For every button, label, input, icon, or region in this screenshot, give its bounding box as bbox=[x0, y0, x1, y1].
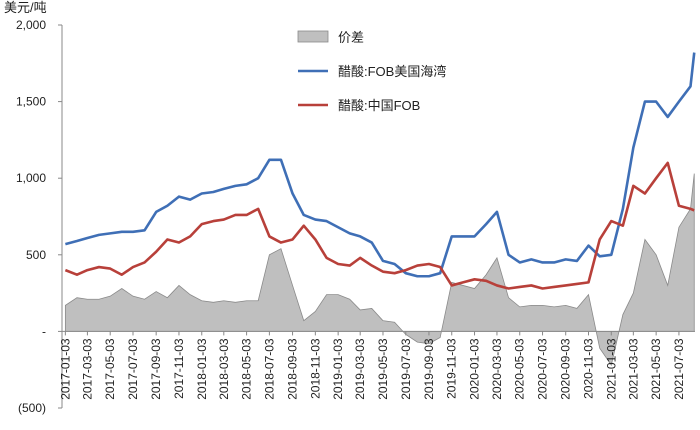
x-tick-label: 2020-09-03 bbox=[559, 338, 573, 400]
legend-label: 醋酸:中国FOB bbox=[338, 98, 420, 113]
x-tick-label: 2019-05-03 bbox=[376, 338, 390, 400]
x-tick-label: 2020-11-03 bbox=[582, 338, 596, 399]
x-tick-label: 2021-07-03 bbox=[672, 338, 686, 400]
legend-label: 价差 bbox=[338, 30, 364, 45]
x-tick-label: 2019-09-03 bbox=[422, 338, 436, 400]
y-tick-label: - bbox=[42, 324, 46, 338]
x-tick-label: 2019-07-03 bbox=[399, 338, 413, 400]
x-tick-label: 2019-11-03 bbox=[445, 338, 459, 399]
y-axis-label: 美元/吨 bbox=[4, 0, 47, 15]
legend-label: 醋酸:FOB美国海湾 bbox=[338, 64, 446, 79]
x-tick-label: 2019-03-03 bbox=[353, 338, 367, 400]
x-tick-label: 2018-11-03 bbox=[308, 338, 322, 399]
x-tick-label: 2018-03-03 bbox=[217, 338, 231, 400]
x-tick-label: 2017-07-03 bbox=[126, 338, 140, 400]
x-tick-label: 2017-05-03 bbox=[103, 338, 117, 400]
legend-swatch bbox=[297, 30, 329, 43]
x-tick-label: 2020-01-03 bbox=[468, 338, 482, 400]
x-tick-label: 2018-05-03 bbox=[240, 338, 254, 400]
y-tick-label: 1,000 bbox=[16, 171, 46, 185]
x-tick-label: 2020-03-03 bbox=[490, 338, 504, 400]
x-tick-label: 2021-01-03 bbox=[604, 338, 618, 400]
x-tick-label: 2018-01-03 bbox=[195, 338, 209, 400]
x-tick-label: 2021-03-03 bbox=[626, 338, 640, 400]
x-tick-label: 2017-03-03 bbox=[80, 338, 94, 400]
x-tick-label: 2019-01-03 bbox=[331, 338, 345, 400]
y-tick-label: (500) bbox=[18, 401, 46, 415]
x-tick-label: 2017-09-03 bbox=[149, 338, 163, 400]
x-tick-label: 2018-09-03 bbox=[286, 338, 300, 400]
y-tick-label: 2,000 bbox=[16, 18, 46, 32]
x-tick-label: 2020-05-03 bbox=[513, 338, 527, 400]
y-tick-label: 500 bbox=[26, 248, 46, 262]
x-tick-label: 2017-01-03 bbox=[58, 338, 72, 400]
y-tick-label: 1,500 bbox=[16, 95, 46, 109]
x-tick-label: 2021-05-03 bbox=[649, 338, 663, 400]
price-line bbox=[64, 161, 695, 290]
x-tick-label: 2017-11-03 bbox=[172, 338, 186, 399]
spread-area bbox=[64, 173, 695, 367]
x-tick-label: 2018-07-03 bbox=[262, 338, 276, 400]
x-tick-label: 2020-07-03 bbox=[536, 338, 550, 400]
